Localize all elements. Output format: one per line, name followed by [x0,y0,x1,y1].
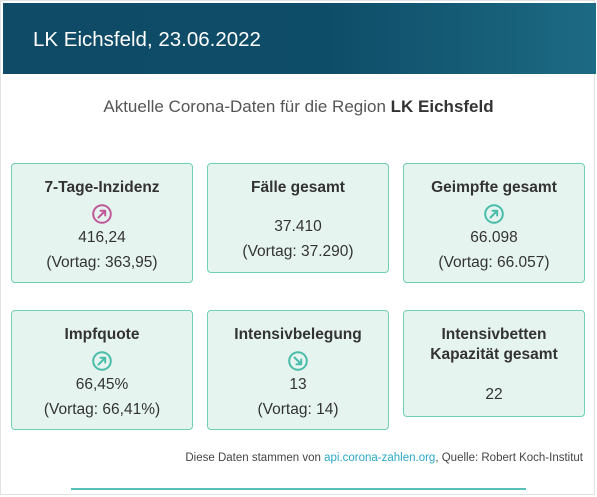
intro-text: Aktuelle Corona-Daten für die Region LK … [0,96,597,118]
card-title: Fälle gesamt [251,179,345,196]
card-previous-value: (Vortag: 66.057) [438,254,550,271]
card-impfquote: Impfquote 66,45% (Vortag: 66,41%) [11,310,193,430]
card-previous-value: (Vortag: 14) [257,401,339,418]
card-value: 13 [289,376,307,393]
trend-up-icon [92,351,112,371]
card-value: 22 [485,386,503,403]
source-footnote: Diese Daten stammen von api.corona-zahle… [185,451,583,466]
bottom-divider [71,488,526,490]
footnote-prefix: Diese Daten stammen von [185,452,321,464]
trend-up-icon [484,204,504,224]
card-value: 66.098 [470,229,518,246]
card-previous-value: (Vortag: 37.290) [242,243,354,260]
card-value: 66,45% [75,376,129,393]
card-title-line-2: Kapazität gesamt [430,346,558,363]
card-geimpfte-gesamt: Geimpfte gesamt 66.098 (Vortag: 66.057) [403,163,585,283]
source-link[interactable]: api.corona-zahlen.org [324,452,436,464]
card-value: 416,24 [78,229,126,246]
card-previous-value: (Vortag: 66,41%) [43,401,161,418]
card-faelle-gesamt: Fälle gesamt 37.410 (Vortag: 37.290) [207,163,389,273]
card-previous-value: (Vortag: 363,95) [46,254,158,271]
card-title: Intensivbelegung [234,326,362,343]
card-title: Impfquote [64,326,140,343]
trend-down-icon [288,351,308,371]
card-title-line-1: Intensivbetten [441,326,547,343]
intro-region: LK Eichsfeld [390,97,494,116]
trend-up-icon [92,204,112,224]
header-bar: LK Eichsfeld, 23.06.2022 [3,3,596,74]
card-intensivbetten-kapazitaet: Intensivbetten Kapazität gesamt 22 [403,310,585,417]
footnote-suffix: , Quelle: Robert Koch-Institut [435,452,583,464]
intro-prefix: Aktuelle Corona-Daten für die Region [103,97,386,116]
card-title: Geimpfte gesamt [431,179,557,196]
header-title: LK Eichsfeld, 23.06.2022 [33,28,261,51]
card-intensivbelegung: Intensivbelegung 13 (Vortag: 14) [207,310,389,430]
card-value: 37.410 [274,218,322,235]
card-title: 7-Tage-Inzidenz [44,179,160,196]
card-7-tage-inzidenz: 7-Tage-Inzidenz 416,24 (Vortag: 363,95) [11,163,193,283]
